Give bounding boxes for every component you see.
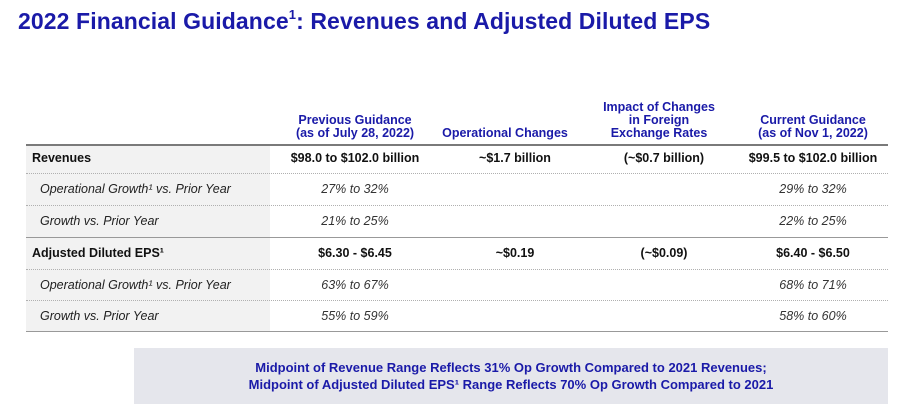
table-bottom-rule: [26, 331, 888, 332]
header-line: in Foreign: [628, 113, 690, 127]
row-divider: [26, 300, 888, 301]
row-divider: [26, 173, 888, 174]
row-label: Adjusted Diluted EPS¹: [32, 246, 164, 260]
row-label: Revenues: [32, 151, 92, 165]
row-label: Growth vs. Prior Year: [40, 309, 159, 323]
header-fx-impact: Impact of Changes in Foreign Exchange Ra…: [585, 101, 733, 140]
row-label: Growth vs. Prior Year: [40, 214, 159, 228]
banner-line: Midpoint of Revenue Range Reflects 31% O…: [255, 360, 767, 375]
cell-fx: (~$0.09): [640, 246, 688, 260]
cell-operational: ~$0.19: [495, 246, 535, 260]
header-line: (as of July 28, 2022): [295, 126, 415, 140]
header-current-guidance: Current Guidance (as of Nov 1, 2022): [738, 114, 888, 140]
cell-current: $6.40 - $6.50: [776, 246, 850, 260]
cell-previous: $6.30 - $6.45: [318, 246, 392, 260]
header-previous-guidance: Previous Guidance (as of July 28, 2022): [270, 114, 440, 140]
cell-previous: 55% to 59%: [321, 309, 389, 323]
page-title: 2022 Financial Guidance1: Revenues and A…: [18, 7, 711, 35]
header-line: (as of Nov 1, 2022): [758, 126, 868, 140]
cell-current: 29% to 32%: [779, 182, 847, 196]
table-row-revenue-op-growth: Operational Growth¹ vs. Prior Year 27% t…: [26, 174, 888, 204]
banner-line: Midpoint of Adjusted Diluted EPS¹ Range …: [248, 377, 774, 392]
cell-current: 22% to 25%: [779, 214, 847, 228]
cell-previous: 21% to 25%: [321, 214, 389, 228]
header-line: Operational Changes: [442, 126, 568, 140]
title-main: 2022 Financial Guidance: [18, 8, 289, 34]
summary-banner: Midpoint of Revenue Range Reflects 31% O…: [134, 348, 888, 404]
cell-current: $99.5 to $102.0 billion: [748, 151, 878, 165]
cell-current: 58% to 60%: [779, 309, 847, 323]
table-row-revenues: Revenues $98.0 to $102.0 billion ~$1.7 b…: [26, 143, 888, 173]
table-row-eps-op-growth: Operational Growth¹ vs. Prior Year 63% t…: [26, 270, 888, 300]
table-top-rule: [26, 144, 888, 146]
title-footnote-mark: 1: [288, 7, 297, 23]
row-divider: [26, 205, 888, 206]
header-operational-changes: Operational Changes: [430, 127, 580, 140]
cell-previous: 63% to 67%: [321, 278, 389, 292]
cell-previous: $98.0 to $102.0 billion: [290, 151, 420, 165]
header-line: Impact of Changes: [603, 100, 715, 114]
cell-fx: (~$0.7 billion): [623, 151, 705, 165]
table-row-revenue-growth: Growth vs. Prior Year 21% to 25% 22% to …: [26, 206, 888, 236]
row-label: Operational Growth¹ vs. Prior Year: [40, 278, 231, 292]
row-label: Operational Growth¹ vs. Prior Year: [40, 182, 231, 196]
title-rest: : Revenues and Adjusted Diluted EPS: [296, 8, 711, 34]
header-line: Current Guidance: [760, 113, 866, 127]
section-divider: [26, 237, 888, 238]
cell-current: 68% to 71%: [779, 278, 847, 292]
cell-operational: ~$1.7 billion: [479, 151, 551, 165]
row-divider: [26, 269, 888, 270]
table-row-eps-growth: Growth vs. Prior Year 55% to 59% 58% to …: [26, 301, 888, 331]
header-line: Previous Guidance: [298, 113, 412, 127]
header-line: Exchange Rates: [610, 126, 708, 140]
cell-previous: 27% to 32%: [321, 182, 389, 196]
table-row-adjusted-eps: Adjusted Diluted EPS¹ $6.30 - $6.45 ~$0.…: [26, 238, 888, 268]
